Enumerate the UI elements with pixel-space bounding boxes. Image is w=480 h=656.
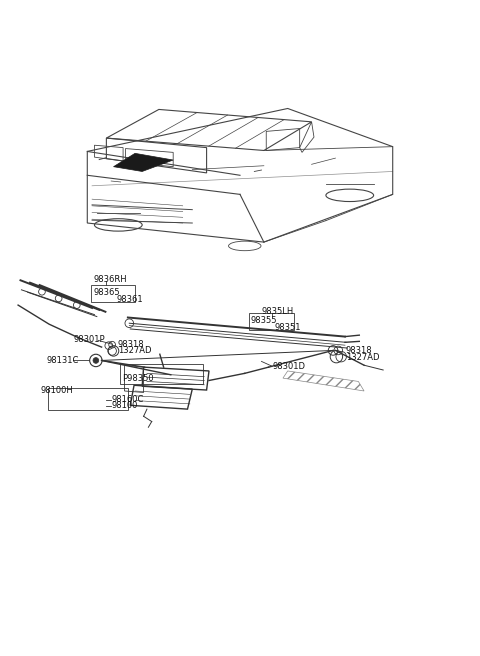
Text: 98160C: 98160C [111, 395, 144, 404]
Text: 98361: 98361 [117, 295, 144, 304]
Circle shape [93, 358, 99, 363]
Text: 98131C: 98131C [47, 356, 79, 365]
Text: 98318: 98318 [118, 340, 144, 349]
Text: 98351: 98351 [275, 323, 301, 332]
Bar [91, 285, 135, 302]
Text: 98318: 98318 [346, 346, 372, 356]
Text: 9835LH: 9835LH [262, 307, 294, 316]
Text: 98365: 98365 [93, 288, 120, 297]
Text: 9836RH: 9836RH [94, 276, 127, 284]
Text: 98301P: 98301P [74, 335, 106, 344]
Polygon shape [114, 154, 173, 171]
Text: 1327AD: 1327AD [346, 353, 380, 361]
Bar [120, 364, 203, 384]
Text: 98355: 98355 [251, 316, 277, 325]
Text: 98100H: 98100H [40, 386, 73, 396]
Bar [249, 313, 294, 330]
Bar [48, 388, 128, 410]
Text: 98100: 98100 [111, 401, 138, 410]
Text: 1327AD: 1327AD [118, 346, 151, 356]
Text: P98350: P98350 [121, 374, 153, 382]
Text: 98301D: 98301D [273, 361, 305, 371]
